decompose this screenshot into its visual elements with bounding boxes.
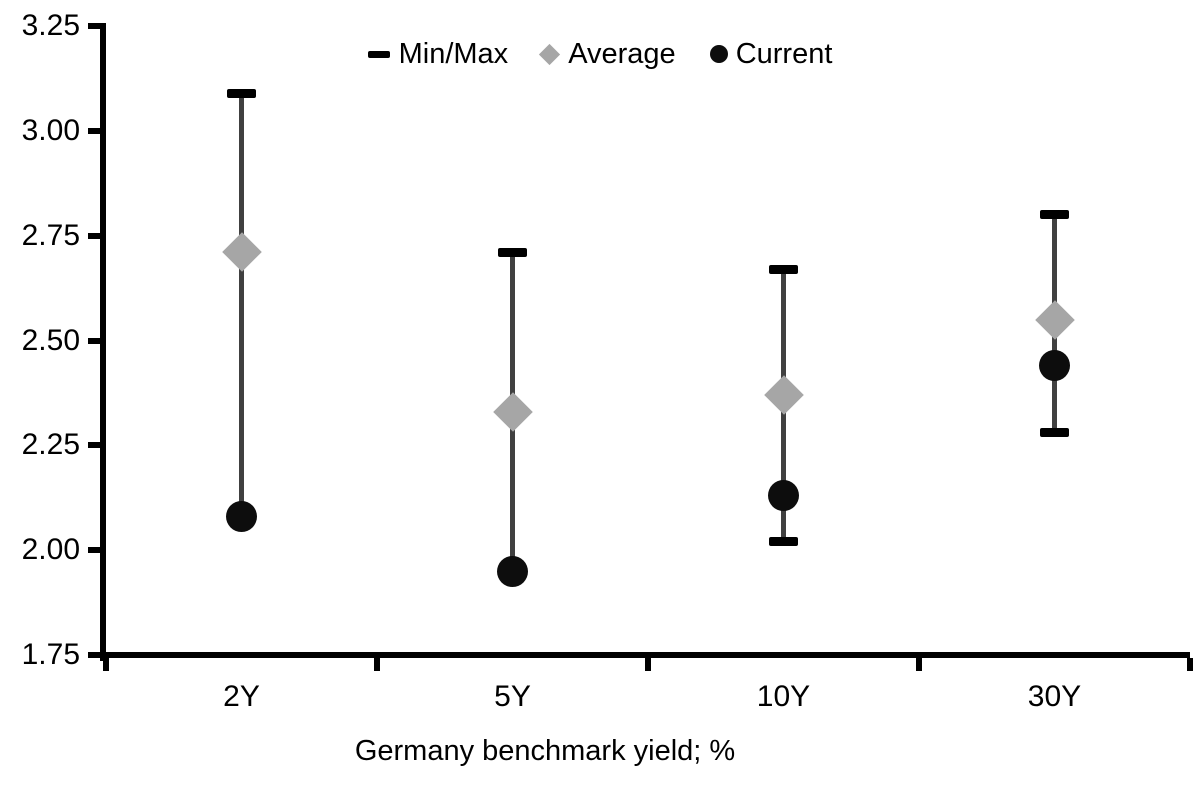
legend-item-average: Average	[539, 33, 676, 75]
y-tick-label: 1.75	[21, 638, 80, 671]
y-tick-label: 2.00	[21, 533, 80, 567]
y-tick	[88, 23, 100, 29]
average-diamond-5Y	[492, 391, 533, 432]
current-dot-10Y	[768, 480, 799, 512]
y-tick-label: 2.50	[21, 323, 80, 357]
x-category-label: 5Y	[494, 680, 531, 713]
legend-label-average: Average	[568, 38, 676, 70]
x-axis-line	[100, 652, 1190, 658]
average-diamond-30Y	[1034, 299, 1075, 340]
min-cap-10Y	[769, 537, 798, 547]
max-cap-30Y	[1040, 210, 1069, 220]
y-tick	[88, 547, 100, 554]
x-axis-title: Germany benchmark yield; %	[354, 735, 736, 767]
max-cap-10Y	[769, 264, 798, 274]
dash-icon	[367, 50, 390, 58]
x-tick	[374, 658, 380, 671]
y-tick	[88, 337, 100, 344]
max-cap-2Y	[227, 88, 256, 98]
legend-label-current: Current	[735, 38, 833, 70]
min-cap-30Y	[1040, 428, 1069, 438]
y-axis-line	[100, 23, 106, 661]
x-category-label: 30Y	[1027, 680, 1082, 713]
legend-item-current: Current	[709, 33, 833, 75]
y-tick	[88, 442, 100, 449]
x-tick	[103, 658, 109, 671]
average-diamond-10Y	[763, 375, 804, 415]
x-tick	[916, 658, 922, 671]
x-tick	[1187, 658, 1193, 671]
y-tick-label: 3.25	[21, 9, 80, 42]
y-tick-label: 2.75	[21, 218, 80, 252]
y-tick	[88, 652, 100, 658]
current-dot-5Y	[497, 555, 528, 587]
current-dot-2Y	[226, 501, 257, 533]
x-tick	[645, 658, 651, 671]
circle-icon	[709, 45, 728, 63]
current-dot-30Y	[1039, 350, 1070, 382]
chart-legend: Min/Max Average Current	[0, 33, 1200, 75]
legend-item-minmax: Min/Max	[367, 33, 509, 75]
x-category-label: 10Y	[756, 680, 811, 713]
y-tick-label: 2.25	[21, 428, 80, 462]
y-tick	[88, 232, 100, 239]
range-line-2Y	[239, 93, 244, 517]
average-diamond-2Y	[221, 232, 262, 273]
y-tick-label: 3.00	[21, 113, 80, 147]
diamond-icon	[539, 43, 561, 65]
x-category-label: 2Y	[223, 680, 260, 713]
max-cap-5Y	[498, 247, 527, 257]
legend-label-minmax: Min/Max	[398, 38, 509, 70]
y-tick	[88, 127, 100, 134]
